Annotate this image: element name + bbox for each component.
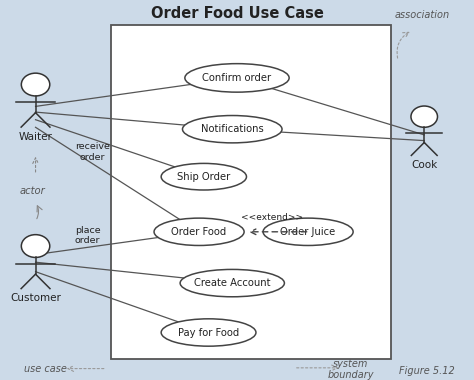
Ellipse shape <box>263 218 353 245</box>
Ellipse shape <box>180 269 284 297</box>
Circle shape <box>21 235 50 258</box>
Text: Notifications: Notifications <box>201 124 264 134</box>
Text: Waiter: Waiter <box>18 132 53 142</box>
Ellipse shape <box>161 319 256 346</box>
Ellipse shape <box>154 218 244 245</box>
Text: Customer: Customer <box>10 293 61 303</box>
Text: Confirm order: Confirm order <box>202 73 272 83</box>
Text: Order Juice: Order Juice <box>281 227 336 237</box>
FancyBboxPatch shape <box>111 25 391 359</box>
Text: receive
order: receive order <box>75 142 110 162</box>
Text: place
order: place order <box>75 226 100 245</box>
Ellipse shape <box>182 116 282 143</box>
Text: Order Food: Order Food <box>172 227 227 237</box>
Circle shape <box>411 106 438 127</box>
Text: association: association <box>394 10 449 20</box>
Text: Cook: Cook <box>411 160 438 170</box>
Text: Pay for Food: Pay for Food <box>178 328 239 337</box>
Ellipse shape <box>161 163 246 190</box>
Ellipse shape <box>185 63 289 92</box>
Text: Order Food Use Case: Order Food Use Case <box>151 6 323 21</box>
Text: actor: actor <box>19 186 45 196</box>
Text: use case: use case <box>24 364 66 374</box>
Text: Create Account: Create Account <box>194 278 271 288</box>
Text: system
boundary: system boundary <box>328 359 374 380</box>
Text: Ship Order: Ship Order <box>177 172 230 182</box>
Text: <<extend>>: <<extend>> <box>241 213 304 222</box>
Text: Figure 5.12: Figure 5.12 <box>399 366 455 375</box>
Circle shape <box>21 73 50 96</box>
